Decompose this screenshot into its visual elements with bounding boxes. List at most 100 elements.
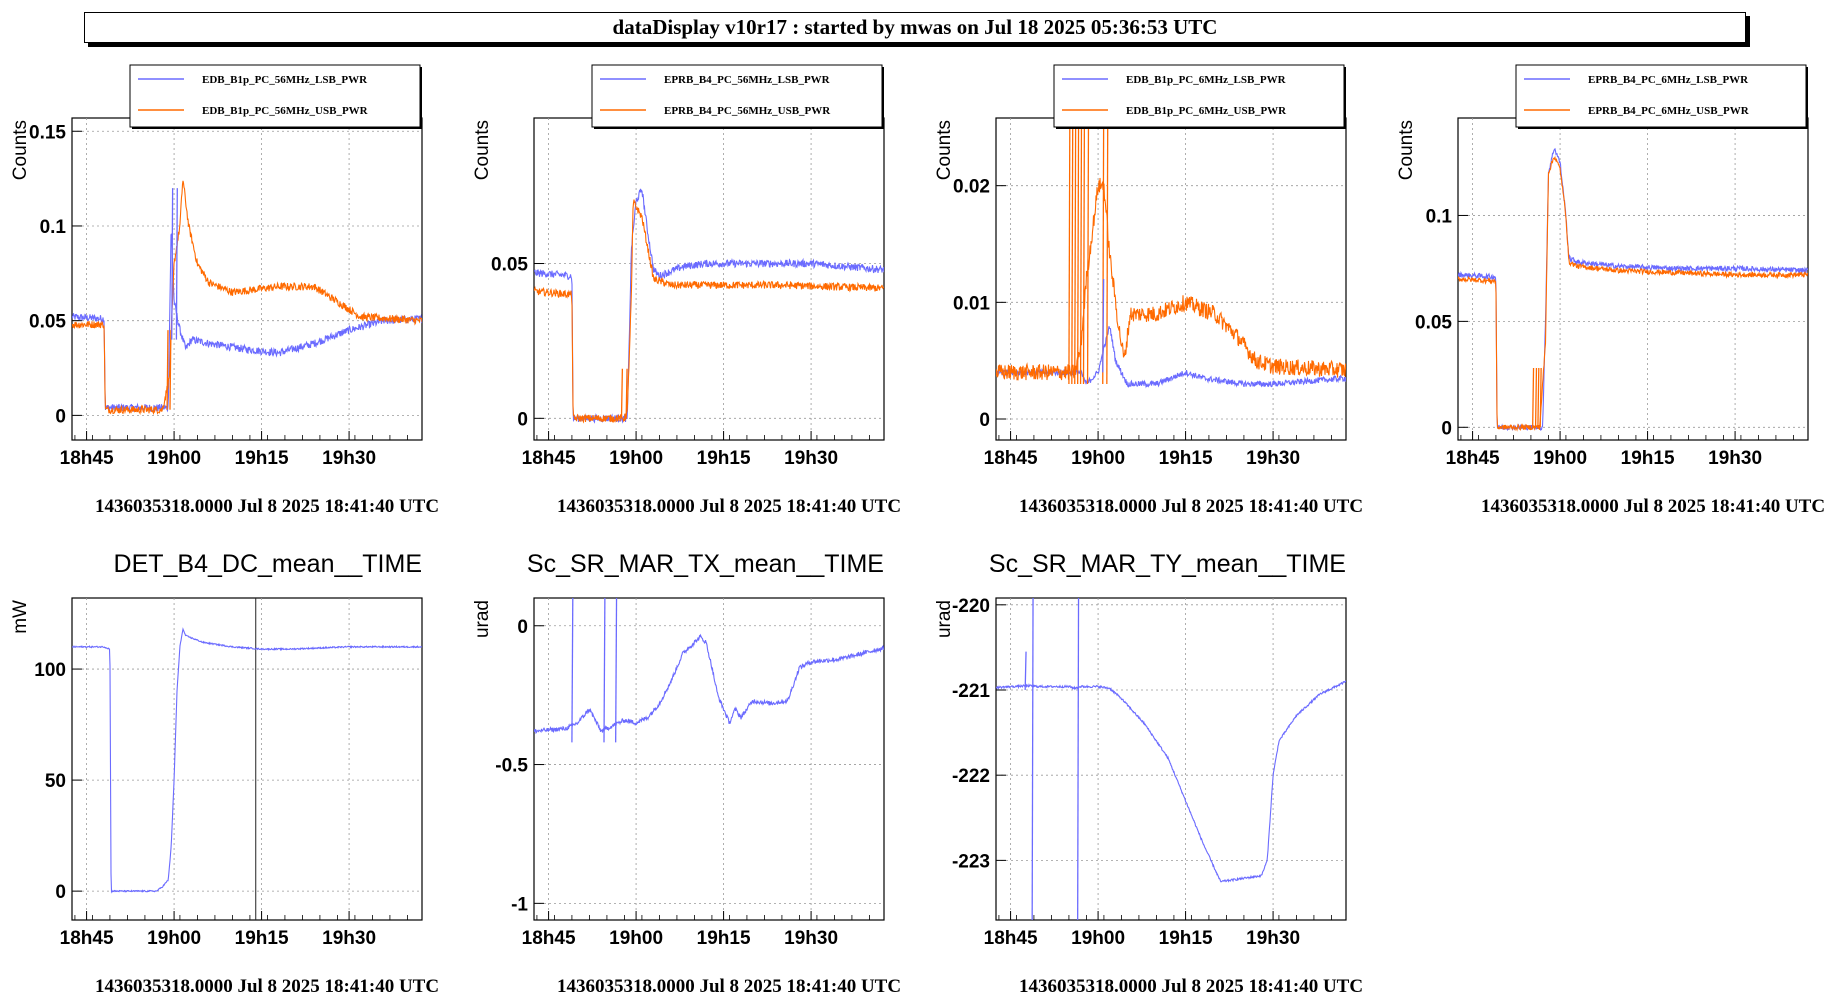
x-tick-label: 19h30 — [1246, 448, 1300, 469]
x-tick-label: 19h15 — [1159, 928, 1213, 949]
x-tick-label: 19h15 — [697, 448, 751, 469]
x-tick-label: 19h15 — [1159, 448, 1213, 469]
plot-frame — [1457, 117, 1809, 441]
series-line-1 — [72, 180, 422, 416]
series-spike — [571, 598, 574, 743]
chart-footer-timestamp: 1436035318.0000 Jul 8 2025 18:41:40 UTC — [557, 496, 901, 517]
x-tick-label: 19h15 — [235, 928, 289, 949]
series-spike — [169, 330, 172, 410]
legend-entry: EDB_B1p_PC_56MHz_USB_PWR — [202, 105, 369, 117]
series-spike — [1106, 127, 1109, 385]
x-tick-label: 19h30 — [1246, 928, 1300, 949]
chart-footer-timestamp: 1436035318.0000 Jul 8 2025 18:41:40 UTC — [1481, 496, 1824, 517]
x-tick-label: 19h15 — [1621, 448, 1675, 469]
x-tick-label: 19h00 — [1071, 928, 1125, 949]
y-tick-label: 0 — [55, 406, 66, 427]
y-tick-label: 0.05 — [491, 255, 528, 276]
y-tick-label: 0.05 — [1415, 312, 1452, 333]
legend-box — [1515, 64, 1807, 128]
x-tick-label: 19h00 — [609, 448, 663, 469]
x-tick-label: 18h45 — [522, 448, 576, 469]
legend-entry: EDB_B1p_PC_6MHz_USB_PWR — [1126, 105, 1287, 117]
y-tick-label: -221 — [952, 681, 990, 702]
series-spike — [1074, 127, 1077, 385]
series-line-1 — [534, 199, 884, 424]
y-axis-label: Counts — [472, 120, 493, 180]
y-tick-label: 0.1 — [40, 217, 67, 238]
series-spike — [620, 368, 624, 419]
chart-footer-timestamp: 1436035318.0000 Jul 8 2025 18:41:40 UTC — [95, 976, 439, 997]
legend-box — [129, 64, 421, 128]
x-tick-label: 19h30 — [784, 448, 838, 469]
y-tick-label: 0.02 — [953, 177, 990, 198]
chart-footer-timestamp: 1436035318.0000 Jul 8 2025 18:41:40 UTC — [1019, 496, 1363, 517]
x-tick-label: 19h00 — [609, 928, 663, 949]
y-tick-label: 0 — [1441, 418, 1452, 439]
y-tick-label: 0.01 — [953, 293, 990, 314]
chart-1: 18h45 19h00 19h15 19h30 0 0.05 Counts 143603531… — [472, 64, 901, 517]
series-spike — [1079, 127, 1083, 385]
x-tick-label: 18h45 — [1446, 448, 1500, 469]
chart-4: 18h45 19h00 19h15 19h30 0 50 100 mW DET_B4_DC_me… — [10, 550, 439, 997]
y-axis-label: Counts — [10, 120, 31, 180]
window-title: dataDisplay v10r17 : started by mwas on … — [84, 12, 1746, 43]
series-line-0 — [72, 627, 422, 894]
y-tick-label: 0 — [55, 882, 66, 903]
y-tick-label: 0 — [517, 617, 528, 638]
x-tick-label: 19h00 — [147, 928, 201, 949]
x-tick-label: 19h30 — [1708, 448, 1762, 469]
x-tick-label: 19h15 — [235, 448, 289, 469]
legend: EPRB_B4_PC_56MHz_LSB_PWR EPRB_B4_PC_56MHz… — [591, 64, 884, 129]
legend-entry: EPRB_B4_PC_56MHz_USB_PWR — [664, 105, 831, 117]
legend: EPRB_B4_PC_6MHz_LSB_PWR EPRB_B4_PC_6MHz_U… — [1515, 64, 1808, 129]
x-tick-label: 19h00 — [1533, 448, 1587, 469]
y-tick-label: 0.1 — [1426, 206, 1453, 227]
chart-6: 18h45 19h00 19h15 19h30 -220 -221 -222 -223 urad… — [934, 550, 1363, 997]
y-tick-label: -222 — [952, 766, 990, 787]
x-tick-label: 18h45 — [984, 928, 1038, 949]
series-line-1 — [996, 177, 1346, 381]
chart-3: 18h45 19h00 19h15 19h30 0 0.05 0.1 Counts 143603… — [1396, 64, 1824, 517]
y-axis-label: Counts — [1396, 120, 1417, 180]
legend: EDB_B1p_PC_6MHz_LSB_PWR EDB_B1p_PC_6MHz_U… — [1053, 64, 1346, 129]
x-tick-label: 19h00 — [147, 448, 201, 469]
chart-footer-timestamp: 1436035318.0000 Jul 8 2025 18:41:40 UTC — [95, 496, 439, 517]
y-tick-label: 0.05 — [29, 312, 66, 333]
series-spike — [1534, 367, 1538, 428]
x-tick-label: 19h30 — [322, 928, 376, 949]
legend: EDB_B1p_PC_56MHz_LSB_PWR EDB_B1p_PC_56MHz… — [129, 64, 422, 129]
series-spike — [1024, 651, 1027, 691]
legend-box — [591, 64, 883, 128]
series-spike — [166, 330, 169, 410]
x-tick-label: 19h15 — [697, 928, 751, 949]
legend-entry: EDB_B1p_PC_56MHz_LSB_PWR — [202, 74, 368, 86]
x-tick-label: 19h00 — [1071, 448, 1125, 469]
plot-frame — [533, 597, 885, 921]
plot-frame — [533, 117, 885, 441]
chart-title: Sc_SR_MAR_TX_mean__TIME — [527, 550, 884, 578]
series-spike — [1077, 127, 1080, 385]
x-tick-label: 19h30 — [784, 928, 838, 949]
series-spike — [1086, 127, 1090, 385]
y-axis-label: urad — [934, 600, 955, 638]
series-line-0 — [72, 233, 422, 413]
series-spike — [171, 188, 174, 340]
x-tick-label: 18h45 — [984, 448, 1038, 469]
chart-5: 18h45 19h00 19h15 19h30 0 -0.5 -1 urad Sc_SR_MAR… — [472, 550, 901, 997]
series-spike — [1031, 598, 1034, 920]
x-tick-label: 18h45 — [60, 448, 114, 469]
y-tick-label: 100 — [34, 660, 66, 681]
legend-entry: EDB_B1p_PC_6MHz_LSB_PWR — [1126, 74, 1287, 86]
legend-entry: EPRB_B4_PC_6MHz_USB_PWR — [1588, 105, 1750, 117]
series-spike — [625, 368, 628, 419]
y-axis-label: Counts — [934, 120, 955, 180]
y-tick-label: 0 — [979, 410, 990, 431]
plot-frame — [71, 597, 423, 921]
x-tick-label: 18h45 — [60, 928, 114, 949]
series-spike — [1539, 367, 1542, 428]
chart-title: DET_B4_DC_mean__TIME — [114, 550, 422, 578]
series-spike — [1102, 278, 1105, 373]
